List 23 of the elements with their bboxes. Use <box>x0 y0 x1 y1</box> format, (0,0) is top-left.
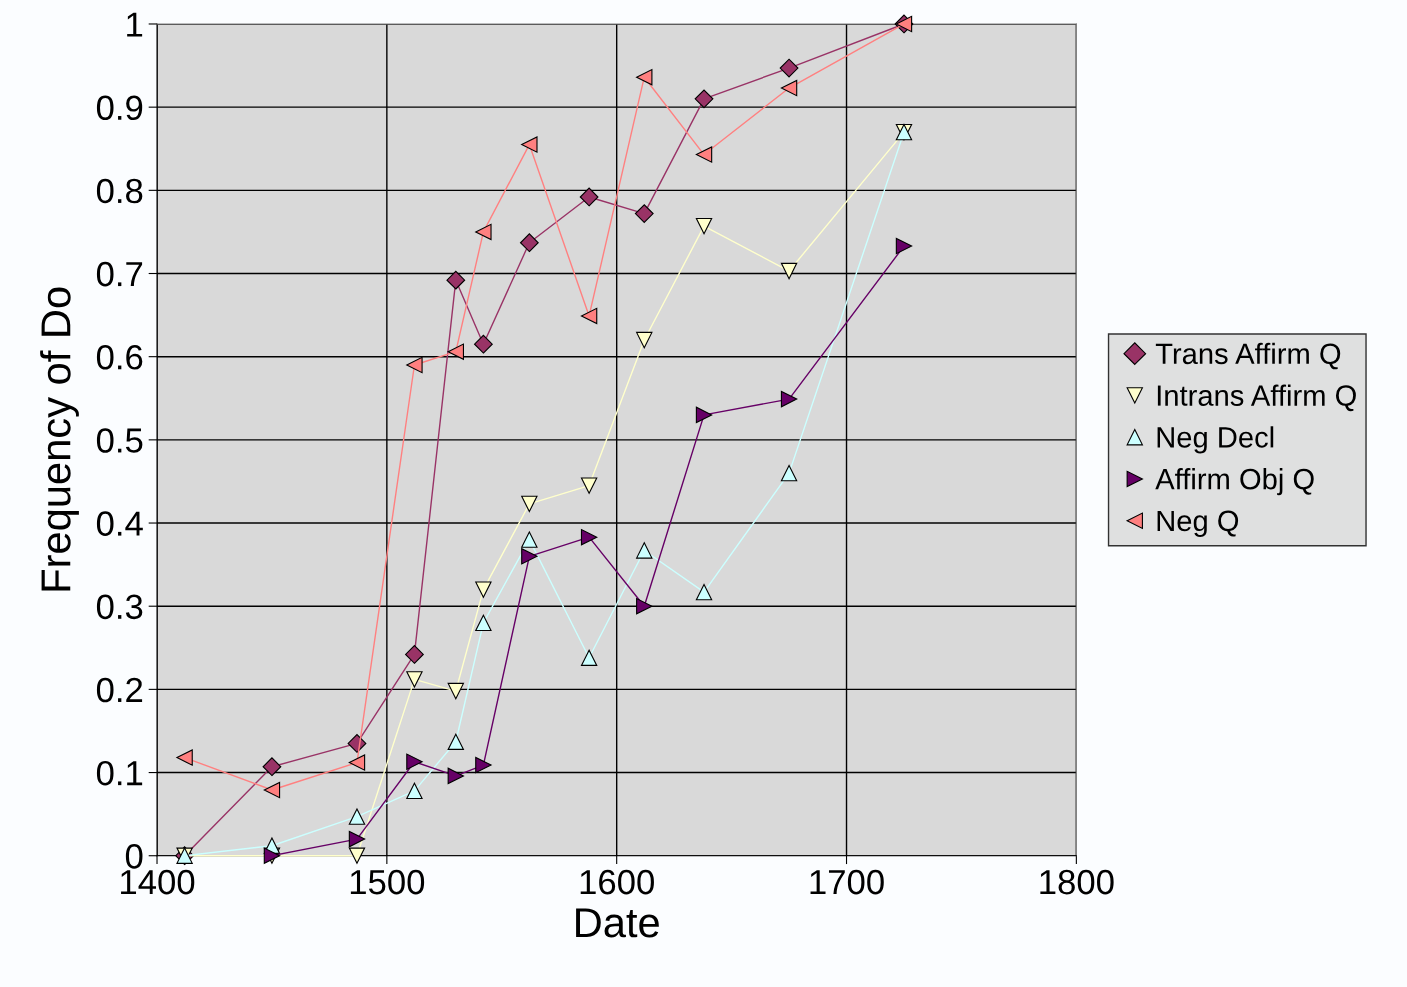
y-tick-label: 0.5 <box>96 428 143 453</box>
y-tick-label: 0.3 <box>96 594 143 620</box>
x-tick-label: 1400 <box>121 869 195 895</box>
x-tick-label: 1600 <box>580 869 654 895</box>
x-tick-label: 1500 <box>350 869 425 895</box>
x-tick-label: 1800 <box>1040 869 1114 895</box>
y-tick-label: 0.8 <box>96 178 143 204</box>
y-axis-title: Frequency of Do <box>40 287 79 591</box>
legend-label: Affirm Obj Q <box>1155 468 1314 496</box>
y-tick-label: 0.9 <box>96 95 143 121</box>
legend-label: Neg Decl <box>1157 426 1274 454</box>
y-tick-label: 0.7 <box>96 261 143 287</box>
y-tick-label: 0.6 <box>96 345 143 370</box>
y-tick-label: 0 <box>125 844 143 869</box>
legend-label: Trans Affirm Q <box>1155 342 1341 370</box>
x-axis-title: Date <box>576 908 659 938</box>
y-tick-label: 1 <box>127 12 143 37</box>
y-tick-label: 0.2 <box>96 677 143 703</box>
x-tick-label: 1700 <box>810 869 884 895</box>
y-tick-label: 0.4 <box>96 511 143 536</box>
legend-label: Intrans Affirm Q <box>1157 384 1356 412</box>
y-tick-label: 0.1 <box>96 760 143 786</box>
legend-label: Neg Q <box>1157 510 1239 537</box>
